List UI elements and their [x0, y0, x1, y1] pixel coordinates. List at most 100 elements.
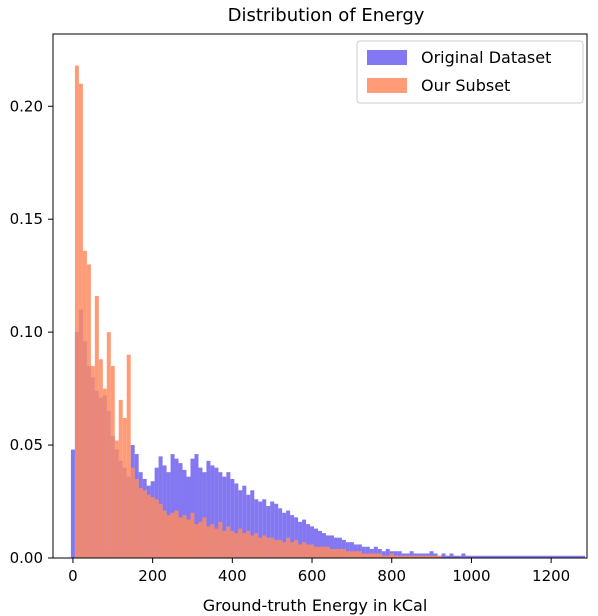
- histogram-bar: [290, 542, 295, 558]
- histogram-bar: [389, 553, 394, 558]
- histogram-bar: [70, 449, 75, 558]
- y-tick-label: 0.05: [10, 436, 43, 454]
- histogram-bar: [82, 250, 87, 558]
- legend-swatch: [367, 50, 407, 65]
- histogram-bar: [186, 519, 191, 558]
- histogram-bar: [222, 530, 227, 558]
- histogram-bar: [106, 332, 111, 558]
- histogram-bar: [321, 546, 326, 558]
- histogram-bar: [314, 546, 319, 558]
- histogram-bar: [174, 458, 179, 558]
- histogram-bar: [210, 465, 215, 558]
- histogram-bar: [493, 555, 498, 558]
- histogram-bar: [138, 487, 143, 558]
- histogram-bar: [178, 463, 183, 558]
- histogram-bar: [517, 555, 522, 558]
- histogram-bar: [150, 497, 155, 558]
- histogram-bar: [162, 510, 167, 558]
- histogram-bar: [250, 535, 255, 558]
- histogram-bar: [577, 555, 582, 558]
- histogram-bar: [146, 494, 151, 558]
- x-tick-label: 600: [298, 567, 327, 585]
- histogram-bar: [481, 555, 486, 558]
- histogram-bar: [533, 555, 538, 558]
- histogram-bar: [353, 551, 358, 558]
- series-our-subset: [74, 65, 442, 559]
- histogram-bar: [441, 553, 446, 558]
- histogram-bar: [262, 499, 267, 558]
- histogram-bar: [341, 548, 346, 558]
- histogram-bar: [541, 555, 546, 558]
- histogram-bar: [545, 555, 550, 558]
- histogram-bar: [345, 551, 350, 558]
- histogram-bar: [90, 366, 95, 558]
- histogram-bar: [226, 526, 231, 558]
- histogram-bar: [421, 555, 426, 558]
- histogram-bar: [198, 467, 203, 558]
- legend-label: Original Dataset: [421, 48, 551, 67]
- histogram-bar: [373, 553, 378, 558]
- histogram-bar: [361, 546, 366, 558]
- x-tick-label: 200: [138, 567, 167, 585]
- histogram-bar: [274, 539, 279, 558]
- histogram-bar: [214, 528, 219, 558]
- histogram-bar: [266, 537, 271, 558]
- histogram-bar: [170, 454, 175, 558]
- histogram-bar: [569, 555, 574, 558]
- histogram-bar: [126, 354, 131, 558]
- histogram-bar: [573, 555, 578, 558]
- histogram-bar: [385, 555, 390, 558]
- histogram-bar: [333, 548, 338, 558]
- histogram-bar: [381, 555, 386, 558]
- histogram-bar: [325, 535, 330, 558]
- histogram-bar: [246, 494, 251, 558]
- histogram-bar: [290, 515, 295, 558]
- x-tick-label: 1000: [452, 567, 490, 585]
- histogram-bar: [230, 530, 235, 558]
- histogram-bar: [409, 551, 414, 558]
- histogram-bar: [134, 478, 139, 558]
- histogram-bar: [561, 555, 566, 558]
- histogram-bar: [258, 501, 263, 558]
- histogram-bar: [270, 501, 275, 558]
- histogram-bar: [357, 551, 362, 558]
- histogram-bar: [302, 519, 307, 558]
- histogram-bar: [302, 542, 307, 558]
- histogram-bar: [361, 553, 366, 558]
- histogram-bar: [114, 440, 119, 558]
- x-axis-label: Ground-truth Energy in kCal: [203, 596, 428, 615]
- histogram-bar: [130, 467, 135, 558]
- histogram-bar: [234, 483, 239, 558]
- histogram-bar: [286, 510, 291, 558]
- histogram-bar: [210, 524, 215, 558]
- histogram-bar: [278, 539, 283, 558]
- histogram-bar: [409, 555, 414, 558]
- histogram-bar: [230, 478, 235, 558]
- histogram-bar: [377, 553, 382, 558]
- histogram-bar: [417, 555, 422, 558]
- histogram-bar: [397, 551, 402, 558]
- histogram-bar: [246, 530, 251, 558]
- histogram-bar: [74, 65, 79, 559]
- histogram-bar: [78, 83, 83, 558]
- histogram-bar: [194, 454, 199, 558]
- histogram-bar: [298, 521, 303, 558]
- histogram-bar: [110, 366, 115, 558]
- chart-title: Distribution of Energy: [228, 5, 425, 26]
- histogram-bar: [465, 555, 470, 558]
- histogram-bar: [385, 548, 390, 558]
- histogram-bar: [282, 512, 287, 558]
- histogram-bar: [521, 555, 526, 558]
- histogram-bar: [310, 526, 315, 558]
- histogram-bar: [166, 472, 171, 558]
- histogram-bar: [333, 537, 338, 558]
- histogram-bar: [341, 539, 346, 558]
- histogram-bar: [262, 535, 267, 558]
- histogram-bar: [158, 503, 163, 558]
- histogram-bar: [549, 555, 554, 558]
- histogram-bar: [329, 548, 334, 558]
- histogram-bar: [238, 528, 243, 558]
- histogram-bar: [174, 510, 179, 558]
- histogram-bar: [581, 555, 586, 558]
